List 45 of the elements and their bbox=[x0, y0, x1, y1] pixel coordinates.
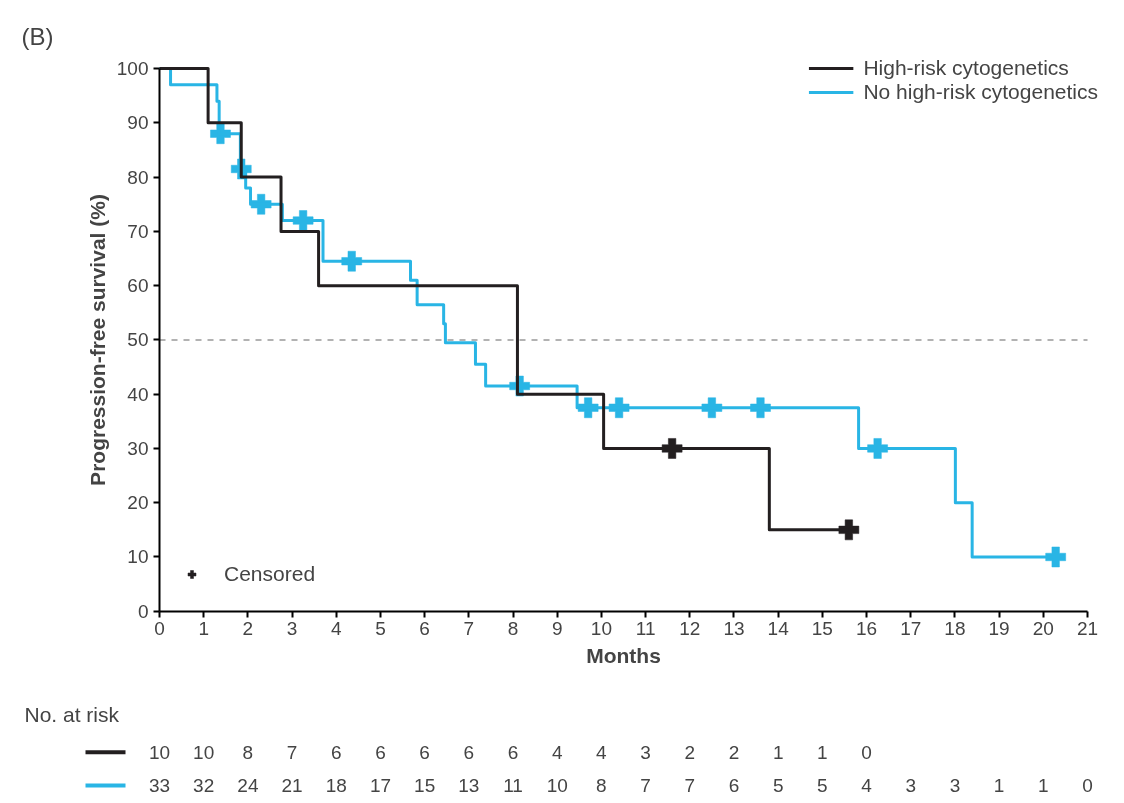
point bbox=[1045, 546, 1066, 568]
y-tick-label: 50 bbox=[127, 329, 149, 351]
point bbox=[838, 519, 860, 541]
y-tick-label: 80 bbox=[127, 166, 149, 188]
x-tick-label: 12 bbox=[679, 618, 701, 640]
x-tick-label: 5 bbox=[375, 618, 386, 640]
text: 33 32 24 21 18 17 15 13 11 10 8 7 7 6 5 5 4 3 3 1 1 0 bbox=[148, 774, 1093, 796]
x-tick-label: 10 bbox=[590, 618, 612, 640]
y-tick-label: 20 bbox=[127, 492, 149, 514]
y-tick-label: 60 bbox=[127, 275, 149, 297]
x-tick-label: 17 bbox=[900, 618, 922, 640]
legend-label: High-risk cytogenetics bbox=[863, 56, 1069, 80]
text: No. at risk bbox=[24, 703, 120, 727]
y-tick-label: 30 bbox=[127, 437, 149, 459]
x-tick-label: 13 bbox=[723, 618, 745, 640]
x-tick-label: 21 bbox=[1076, 618, 1099, 640]
x-tick-label: 1 bbox=[198, 618, 209, 640]
chart-title: (B) bbox=[21, 22, 54, 50]
x-axis-title: Months bbox=[586, 643, 661, 667]
x-tick-label: 11 bbox=[635, 618, 656, 640]
point bbox=[701, 397, 723, 418]
text: 10 10 8 7 6 6 6 6 6 4 4 3 2 2 1 1 0 bbox=[148, 741, 872, 763]
y-tick-label: 90 bbox=[127, 112, 149, 134]
x-tick-label: 15 bbox=[811, 618, 833, 640]
x-tick-label: 3 bbox=[286, 618, 298, 640]
x-tick-label: 8 bbox=[507, 618, 519, 640]
x-tick-label: 14 bbox=[767, 618, 790, 640]
x-tick-label: 9 bbox=[551, 618, 563, 640]
x-tick-label: 18 bbox=[944, 618, 966, 640]
x-tick-label: 4 bbox=[330, 618, 342, 640]
x-tick-label: 20 bbox=[1032, 618, 1054, 640]
x-tick-label: 6 bbox=[419, 618, 430, 640]
x-tick-label: 19 bbox=[988, 618, 1010, 640]
legend-label: Censored bbox=[224, 562, 316, 586]
y-axis-title: Progression-free survival (%) bbox=[85, 194, 109, 486]
y-tick-label: 100 bbox=[116, 58, 149, 80]
y-tick-label: 70 bbox=[127, 220, 149, 242]
y-tick-label: 0 bbox=[137, 600, 149, 622]
x-tick-label: 2 bbox=[242, 618, 254, 640]
x-tick-label: 0 bbox=[154, 618, 165, 640]
y-tick-label: 10 bbox=[127, 546, 149, 568]
y-tick-label: 40 bbox=[127, 383, 149, 405]
legend-label: No high-risk cytogenetics bbox=[863, 80, 1098, 104]
x-tick-label: 7 bbox=[463, 618, 475, 640]
x-tick-label: 16 bbox=[855, 618, 878, 640]
